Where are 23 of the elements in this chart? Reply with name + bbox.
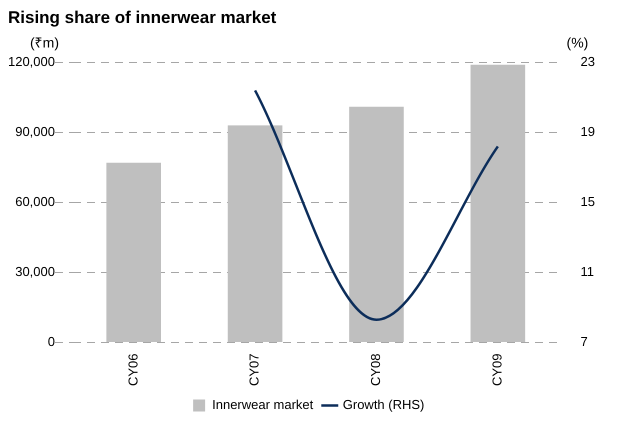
y-tick-label: 30,000 xyxy=(15,264,55,280)
y2-tick-label: 23 xyxy=(580,54,596,69)
bar xyxy=(106,162,161,342)
x-tick-label: CY08 xyxy=(368,353,384,386)
y2-tick-label: 7 xyxy=(580,334,588,350)
x-tick-label: CY09 xyxy=(489,353,504,386)
y-tick-label: 120,000 xyxy=(8,54,55,69)
x-tick-label: CY06 xyxy=(125,353,140,386)
y2-tick-label: 11 xyxy=(580,264,594,280)
legend-label: Growth (RHS) xyxy=(342,397,424,412)
chart-title: Rising share of innerwear market xyxy=(8,8,277,27)
y2-tick-label: 19 xyxy=(580,124,596,139)
y-axis-title: (₹m) xyxy=(30,34,59,50)
legend-label: Innerwear market xyxy=(212,397,314,412)
y2-tick-label: 15 xyxy=(580,194,596,210)
y-tick-label: 90,000 xyxy=(15,124,55,139)
y2-axis-title: (%) xyxy=(566,34,588,50)
bar xyxy=(349,106,404,342)
bar xyxy=(228,125,282,342)
y-tick-label: 60,000 xyxy=(15,194,55,210)
y-tick-label: 0 xyxy=(48,334,55,350)
bar xyxy=(470,64,526,342)
x-tick-label: CY07 xyxy=(246,353,262,386)
